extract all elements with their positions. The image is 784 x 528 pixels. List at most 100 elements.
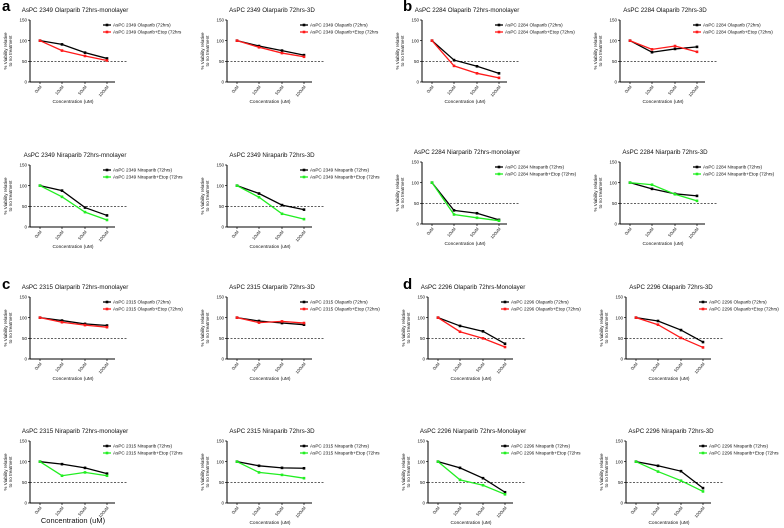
chart-title: AsPC 2296 Niraparib 72hrs-3D <box>628 428 714 435</box>
legend-marker <box>105 23 109 27</box>
legend-marker <box>105 451 109 455</box>
y-tick-label: 50 <box>219 336 225 341</box>
legend-entry: AsPC 2349 Niraparib (72hrs) <box>113 168 172 173</box>
data-point <box>701 340 705 344</box>
legend-marker <box>302 444 306 448</box>
y-tick-label: 100 <box>216 183 224 188</box>
y-tick-label: 50 <box>420 336 426 341</box>
chart-title: AsPC 2284 Olaparib 72hrs-3D <box>623 7 707 14</box>
data-point <box>235 460 239 463</box>
data-point <box>60 49 64 52</box>
data-point <box>302 476 306 480</box>
data-point <box>105 474 109 478</box>
legend-entry: AsPC 2284 Olaparib (72hrs) <box>703 23 761 28</box>
y-tick-label: 50 <box>414 201 420 206</box>
legend-entry: AsPC 2315 Olaparib (72hrs) <box>310 300 368 305</box>
series-line-1 <box>39 317 108 327</box>
series-line-2 <box>39 317 108 328</box>
legend-marker <box>695 30 699 34</box>
y-tick-label: 150 <box>19 163 27 168</box>
y-tick-label: 0 <box>416 80 419 85</box>
series-line-1 <box>635 461 704 489</box>
panel-label-a: a <box>2 0 11 15</box>
series-line-2 <box>437 317 506 348</box>
y-tick-label: 50 <box>414 59 420 64</box>
y-tick-label: 0 <box>416 222 419 227</box>
data-point <box>628 181 632 184</box>
y-axis-label: % Viability relative <box>3 453 8 491</box>
y-tick-label: 100 <box>216 459 224 464</box>
y-tick-label: 50 <box>219 480 225 485</box>
data-point <box>452 209 456 212</box>
legend-marker <box>105 444 109 448</box>
legend-marker <box>497 172 501 176</box>
chart-title: AsPC 2284 Niarparib 72hrs-3D <box>622 149 708 156</box>
y-tick-label: 0 <box>614 222 617 227</box>
x-axis-label: Concentration (uM) <box>52 99 93 105</box>
x-tick-label: 10uM <box>54 361 65 373</box>
x-axis-label: Concentration (uM) <box>642 99 683 105</box>
chart-title: AsPC 2296 Olaparib 72hrs-3D <box>629 284 713 291</box>
y-tick-label: 50 <box>22 480 28 485</box>
legend-entry: AsPC 2349 Olaparib+Etop (72hrs <box>113 30 182 35</box>
y-tick-label: 100 <box>417 315 425 320</box>
chart-title: AsPC 2284 Olaparib 72hrs-monolayer <box>415 7 520 14</box>
data-point <box>280 321 284 325</box>
data-point <box>60 189 64 192</box>
y-axis-label: % Viability relative <box>200 453 205 491</box>
chart-title: AsPC 2349 Niraparib 72hrs-3D <box>229 152 315 159</box>
series-line-1 <box>236 40 305 56</box>
y-axis-label: to no treatment <box>598 177 603 209</box>
data-point <box>235 184 239 187</box>
y-tick-label: 150 <box>417 295 425 300</box>
y-axis-label: % Viability relative <box>3 309 8 347</box>
legend-entry: AsPC 2315 Olaparib+Etop (72hrs) <box>113 307 183 312</box>
x-tick-label: 50uM <box>469 84 480 96</box>
y-axis-label: to no treatment <box>205 180 210 212</box>
x-tick-label: 50uM <box>274 505 285 517</box>
y-tick-label: 150 <box>609 160 617 165</box>
y-axis-label: to no treatment <box>406 312 411 344</box>
legend-marker <box>701 451 705 455</box>
x-tick-label: 50uM <box>77 84 88 96</box>
x-tick-label: 100uM <box>687 226 700 240</box>
legend-entry: AsPC 2349 Olaparib (72hrs) <box>113 23 171 28</box>
y-tick-label: 0 <box>620 357 623 362</box>
data-point <box>452 64 456 68</box>
data-point <box>656 470 660 473</box>
y-tick-label: 0 <box>422 357 425 362</box>
chart-title: AsPC 2315 Olarparib 72hrs-monolayer <box>22 284 129 291</box>
data-point <box>105 325 109 329</box>
x-tick-label: 0uM <box>630 505 639 515</box>
data-point <box>257 319 261 323</box>
series-line-1 <box>635 317 704 343</box>
chart-title: AsPC 2349 Niraparib 72hrs-mnolayer <box>24 152 127 159</box>
series-line-2 <box>635 317 704 349</box>
x-tick-label: 10uM <box>54 505 65 517</box>
chart-9: AsPC 2315 Olarparib 72hrs-monolayer 0 50 10… <box>3 284 183 382</box>
data-point <box>257 464 261 468</box>
chart-title: AsPC 2315 Niraparib 72hrs-monolayer <box>22 428 128 435</box>
legend-marker <box>503 451 507 455</box>
data-point <box>679 328 683 332</box>
y-axis-label: to no treatment <box>205 35 210 67</box>
legend-marker <box>701 300 705 304</box>
legend-entry: AsPC 2296 Niraparib (72hrs) <box>511 444 570 449</box>
x-tick-label: 50uM <box>274 229 285 241</box>
data-point <box>302 55 306 59</box>
legend-entry: AsPC 2296 Niraparib (72hrs) <box>709 444 768 449</box>
y-axis-label: to no treatment <box>205 456 210 488</box>
legend-marker <box>105 307 109 311</box>
x-tick-label: 0uM <box>624 226 633 236</box>
data-point <box>458 324 462 328</box>
x-axis-label: Concentration (uM) <box>52 376 93 382</box>
legend-marker <box>503 307 507 311</box>
data-point <box>38 316 42 319</box>
x-tick-label: 0uM <box>34 361 43 371</box>
y-axis-label: % Viability relative <box>593 32 598 70</box>
data-point <box>302 208 306 211</box>
series-line-1 <box>236 185 305 211</box>
series-line-1 <box>236 317 305 326</box>
y-tick-label: 0 <box>221 80 224 85</box>
y-axis-label: % Viability relative <box>593 174 598 212</box>
